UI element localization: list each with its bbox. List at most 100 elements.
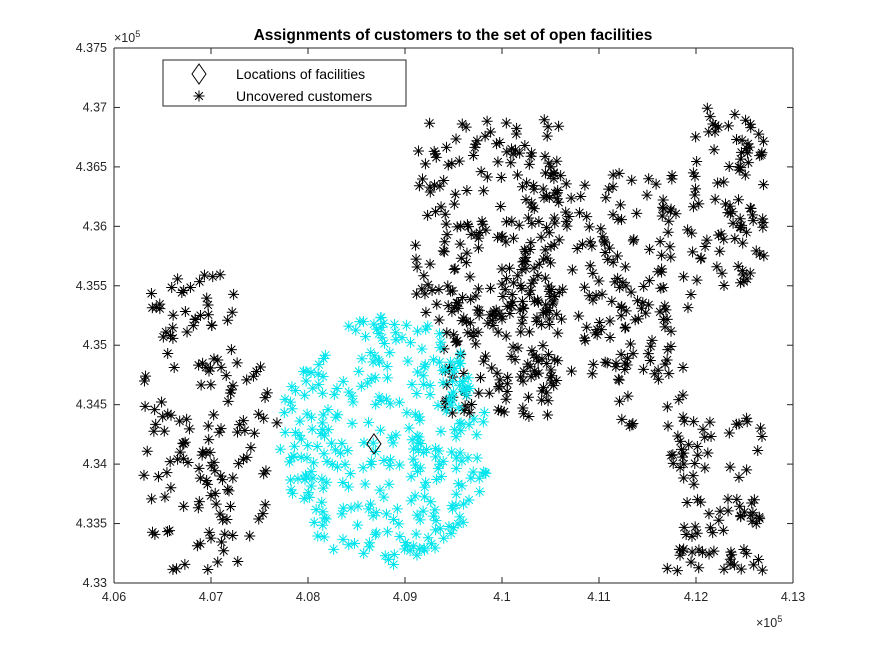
covered-customer-point [434, 458, 446, 470]
covered-customer-point [354, 316, 366, 328]
uncovered-customer-point [506, 215, 518, 227]
uncovered-customer-point [203, 434, 215, 446]
uncovered-customer-point [139, 400, 151, 412]
uncovered-customer-point [699, 431, 711, 443]
uncovered-customer-point [737, 269, 749, 281]
covered-customer-point [312, 368, 324, 380]
uncovered-customer-point [541, 130, 553, 142]
covered-customer-point [384, 398, 396, 410]
uncovered-customer-point [543, 157, 555, 169]
uncovered-customer-point [438, 246, 450, 258]
uncovered-customer-point [533, 367, 545, 379]
uncovered-customer-point [424, 117, 436, 129]
covered-customer-point [388, 318, 400, 330]
uncovered-customer-point [752, 553, 764, 565]
uncovered-customer-point [737, 265, 749, 277]
uncovered-customer-point [521, 177, 533, 189]
uncovered-customer-point [206, 320, 218, 332]
uncovered-customer-point [602, 253, 614, 265]
covered-customer-point [407, 453, 419, 465]
uncovered-customer-point [622, 390, 634, 402]
covered-customer-point [301, 408, 313, 420]
uncovered-customer-point [693, 198, 705, 210]
uncovered-customer-point [501, 273, 513, 285]
covered-customer-point [315, 428, 327, 440]
uncovered-customer-point [682, 302, 694, 314]
uncovered-customer-point [167, 332, 179, 344]
uncovered-customer-point [441, 327, 453, 339]
covered-customer-point [298, 365, 310, 377]
uncovered-customer-point [500, 393, 512, 405]
uncovered-customer-point [526, 201, 538, 213]
uncovered-customer-point [661, 562, 673, 574]
legend-box [162, 59, 407, 107]
uncovered-customer-point [656, 210, 668, 222]
covered-customer-point [417, 370, 429, 382]
covered-customer-point [416, 343, 428, 355]
uncovered-customer-point [645, 340, 657, 352]
uncovered-customer-point [257, 508, 269, 520]
uncovered-customer-point [441, 379, 453, 391]
covered-customer-point [369, 528, 381, 540]
uncovered-customer-point [146, 493, 158, 505]
uncovered-customer-point [505, 157, 517, 169]
uncovered-customer-point [726, 549, 738, 561]
uncovered-customer-point [543, 319, 555, 331]
covered-customer-point [447, 375, 459, 387]
covered-customer-point [352, 500, 364, 512]
uncovered-customer-point [665, 203, 677, 215]
uncovered-customer-point [455, 220, 467, 232]
uncovered-customer-point [725, 546, 737, 558]
uncovered-customer-point [614, 199, 626, 211]
uncovered-customer-point [244, 530, 256, 542]
y-tick-label: 4.36 [83, 219, 107, 233]
uncovered-customer-point [201, 292, 213, 304]
axes-box [113, 47, 794, 584]
uncovered-customer-point [536, 319, 548, 331]
uncovered-customer-point [723, 160, 735, 172]
uncovered-customer-point [746, 497, 758, 509]
uncovered-customer-point [542, 409, 554, 421]
uncovered-customer-point [483, 387, 495, 399]
covered-customer-point [363, 503, 375, 515]
uncovered-customer-point [547, 296, 559, 308]
uncovered-customer-point [678, 458, 690, 470]
uncovered-customer-point [225, 344, 237, 356]
uncovered-customer-point [167, 322, 179, 334]
uncovered-customer-point [735, 510, 747, 522]
covered-customer-point [368, 318, 380, 330]
uncovered-customer-point [501, 216, 513, 228]
covered-customer-point [353, 365, 365, 377]
covered-customer-point [294, 415, 306, 427]
uncovered-customer-point [504, 262, 516, 274]
covered-customer-point [286, 381, 298, 393]
uncovered-customer-point [692, 449, 704, 461]
uncovered-customer-point [429, 206, 441, 218]
x-tick-label: 4.06 [102, 590, 126, 604]
uncovered-customer-point [506, 299, 518, 311]
uncovered-customer-point [664, 241, 676, 253]
covered-customer-point [316, 473, 328, 485]
uncovered-customer-point [150, 418, 162, 430]
uncovered-customer-point [477, 218, 489, 230]
covered-customer-point [293, 429, 305, 441]
uncovered-customer-point [632, 295, 644, 307]
covered-customer-point [430, 442, 442, 454]
uncovered-customer-point [603, 242, 615, 254]
uncovered-customer-point [424, 258, 436, 270]
uncovered-customer-point [259, 392, 271, 404]
uncovered-customer-point [732, 260, 744, 272]
covered-customer-point [381, 361, 393, 373]
uncovered-customer-point [426, 284, 438, 296]
uncovered-customer-point [735, 146, 747, 158]
uncovered-customer-point [687, 246, 699, 258]
uncovered-customer-point [724, 207, 736, 219]
uncovered-customer-point [247, 370, 259, 382]
covered-customer-point [387, 437, 399, 449]
covered-customer-point [424, 389, 436, 401]
uncovered-customer-point [662, 420, 674, 432]
uncovered-customer-point [536, 385, 548, 397]
uncovered-customer-point [673, 543, 685, 555]
covered-customer-point [462, 372, 474, 384]
uncovered-customer-point [728, 559, 740, 571]
